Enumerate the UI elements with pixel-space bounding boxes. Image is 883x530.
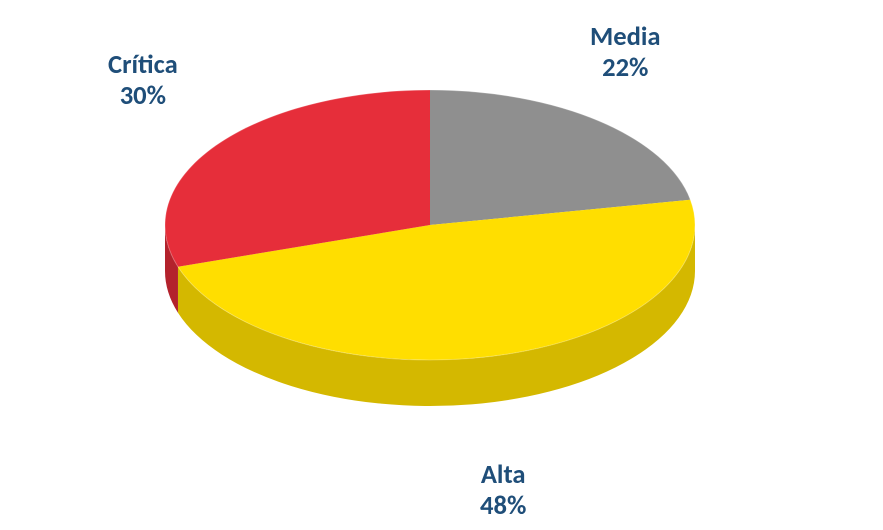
pie-chart-3d: Media 22% Alta 48% Crítica 30% xyxy=(0,0,883,530)
label-alta: Alta 48% xyxy=(480,460,526,521)
label-critica-name: Crítica xyxy=(108,50,178,81)
label-media-name: Media xyxy=(590,22,661,53)
label-alta-name: Alta xyxy=(480,460,526,491)
label-alta-pct: 48% xyxy=(480,491,526,522)
label-critica-pct: 30% xyxy=(108,81,178,112)
label-critica: Crítica 30% xyxy=(108,50,178,111)
label-media: Media 22% xyxy=(590,22,661,83)
label-media-pct: 22% xyxy=(590,53,661,84)
